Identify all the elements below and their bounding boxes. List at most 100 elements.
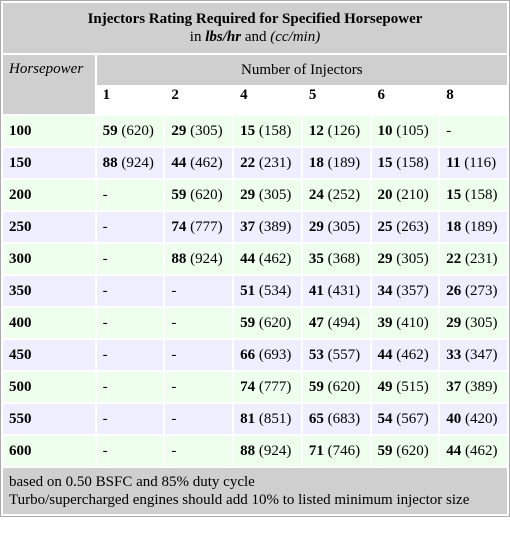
data-row: 550- -81 (851) 65 (683) 54 (567) 40 (420)	[3, 404, 507, 434]
cc-min: (746)	[327, 442, 361, 459]
horsepower: 450	[3, 340, 95, 370]
rating-cell: 24 (252)	[302, 180, 370, 210]
lbs-hr: 88	[102, 154, 118, 171]
empty-cell: -	[96, 436, 164, 466]
lbs-hr: 88	[240, 442, 256, 459]
rating-cell: 15 (158)	[440, 180, 507, 210]
horsepower: 300	[3, 244, 95, 274]
rating-cell: 26 (273)	[440, 276, 507, 306]
rating-cell: 66 (693)	[234, 340, 301, 370]
lbs-hr: 51	[240, 282, 256, 299]
rating-cell: 44 (462)	[165, 148, 233, 178]
cc-min: (515)	[396, 378, 429, 395]
rating-cell: 59 (620)	[302, 372, 370, 402]
horsepower: 500	[3, 372, 95, 402]
data-row: 100 59 (620) 29 (305) 15 (158) 12 (126) 10 (1…	[3, 116, 507, 146]
lbs-hr: 39	[377, 314, 393, 331]
cc-min: (189)	[327, 154, 361, 171]
rating-cell: 33 (347)	[440, 340, 507, 370]
lbs-hr: 12	[308, 122, 324, 139]
rating-cell: 15 (158)	[234, 116, 301, 146]
cc-min: (620)	[396, 442, 429, 459]
cc-min: (263)	[396, 218, 429, 235]
lbs-hr: 25	[377, 218, 393, 235]
rating-cell: 29 (305)	[371, 244, 439, 274]
cc-min: (620)	[190, 186, 223, 203]
data-row: 400- -59 (620) 47 (494) 39 (410) 29 (305)	[3, 308, 507, 338]
rating-cell: 44 (462)	[371, 340, 439, 370]
cc-min: (924)	[121, 154, 154, 171]
cc-min: (389)	[465, 378, 498, 395]
cc-min: (305)	[465, 314, 498, 331]
lbs-hr: 44	[446, 442, 462, 459]
cc-min: (368)	[327, 250, 361, 267]
cc-min: (410)	[396, 314, 429, 331]
data-row: 150 88 (924) 44 (462) 22 (231) 18 (189) 15 (1…	[3, 148, 507, 178]
cc-min: (924)	[190, 250, 223, 267]
lbs-hr: 29	[171, 122, 187, 139]
lbs-hr: 11	[446, 154, 461, 171]
cc-min: (210)	[396, 186, 429, 203]
rating-cell: 47 (494)	[302, 308, 370, 338]
lbs-hr: 29	[308, 218, 324, 235]
horsepower: 600	[3, 436, 95, 466]
lbs-hr: 71	[308, 442, 324, 459]
footer-row: based on 0.50 BSFC and 85% duty cycle Tur…	[3, 468, 507, 514]
cc-min: (231)	[465, 250, 498, 267]
rating-cell: 11 (116)	[440, 148, 507, 178]
rating-cell: 37 (389)	[440, 372, 507, 402]
lbs-hr: 37	[240, 218, 256, 235]
cc-min: (462)	[258, 250, 292, 267]
column-header: 8	[440, 87, 507, 114]
horsepower: 150	[3, 148, 95, 178]
empty-cell: -	[96, 308, 164, 338]
cc-min: (620)	[121, 122, 154, 139]
rating-cell: 22 (231)	[440, 244, 507, 274]
lbs-hr: 24	[308, 186, 324, 203]
cc-min: (431)	[327, 282, 361, 299]
rating-cell: 18 (189)	[440, 212, 507, 242]
lbs-hr: 29	[446, 314, 462, 331]
empty-cell: -	[96, 212, 164, 242]
data-row: 250-74 (777) 37 (389) 29 (305) 25 (263) 18 (…	[3, 212, 507, 242]
lbs-hr: 26	[446, 282, 462, 299]
empty-cell: -	[96, 180, 164, 210]
rating-cell: 12 (126)	[302, 116, 370, 146]
group-row: Horsepower Number of Injectors	[3, 55, 507, 114]
cc-min: (158)	[396, 154, 429, 171]
rating-cell: 29 (305)	[165, 116, 233, 146]
rating-cell: 29 (305)	[234, 180, 301, 210]
lbs-hr: 53	[308, 346, 324, 363]
empty-cell: -	[165, 308, 233, 338]
rating-cell: 74 (777)	[165, 212, 233, 242]
lbs-hr: 66	[240, 346, 256, 363]
data-row: 500- -74 (777) 59 (620) 49 (515) 37 (389)	[3, 372, 507, 402]
rating-cell: 29 (305)	[302, 212, 370, 242]
rating-cell: 88 (924)	[96, 148, 164, 178]
lbs-hr: 59	[102, 122, 118, 139]
lbs-hr: 20	[377, 186, 393, 203]
lbs-hr: 74	[240, 378, 256, 395]
rating-cell: 40 (420)	[440, 404, 507, 434]
horsepower: 100	[3, 116, 95, 146]
cc-min: (305)	[258, 186, 292, 203]
rating-cell: 41 (431)	[302, 276, 370, 306]
lbs-hr: 18	[308, 154, 324, 171]
cc-min: (305)	[396, 250, 429, 267]
rating-cell: 39 (410)	[371, 308, 439, 338]
lbs-hr: 35	[308, 250, 324, 267]
empty-cell: -	[96, 340, 164, 370]
cc-min: (777)	[190, 218, 223, 235]
column-header: 5	[302, 87, 370, 114]
lbs-hr: 10	[377, 122, 393, 139]
lbs-hr: 65	[308, 410, 324, 427]
lbs-hr: 29	[377, 250, 393, 267]
lbs-hr: 41	[308, 282, 324, 299]
empty-cell: -	[165, 372, 233, 402]
lbs-hr: 47	[308, 314, 324, 331]
data-row: 350- -51 (534) 41 (431) 34 (357) 26 (273)	[3, 276, 507, 306]
lbs-hr: 74	[171, 218, 187, 235]
cc-min: (420)	[465, 410, 498, 427]
